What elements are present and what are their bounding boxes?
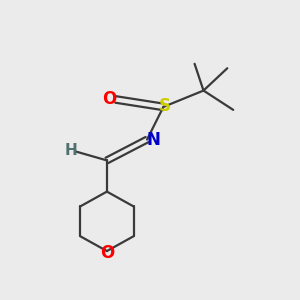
Text: S: S	[159, 97, 171, 115]
Text: H: H	[65, 142, 78, 158]
Text: N: N	[147, 131, 160, 149]
Text: O: O	[100, 244, 114, 262]
Text: O: O	[102, 90, 116, 108]
